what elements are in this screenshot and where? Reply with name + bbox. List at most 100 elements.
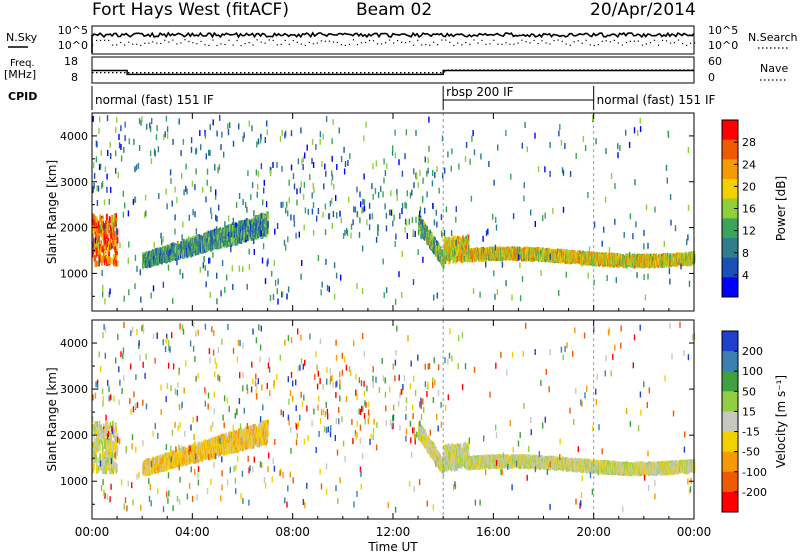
power-echo-cell <box>454 235 457 242</box>
power-echo-cell <box>93 220 96 227</box>
noise-search-dot <box>376 43 379 45</box>
power-scatter-cell <box>526 146 528 153</box>
power-echo-cell <box>157 259 160 266</box>
power-echo-cell <box>265 211 268 218</box>
power-scatter-cell <box>419 210 421 217</box>
noise-search-dot <box>409 41 411 43</box>
noise-search-dot <box>348 43 351 45</box>
freq-trace <box>92 69 694 76</box>
power-echo-cell <box>101 243 103 250</box>
power-echo-cell <box>108 240 111 247</box>
noise-search-dot <box>280 43 282 45</box>
power-scatter-cell <box>309 174 311 180</box>
noise-search-dot <box>236 39 238 41</box>
power-echo-cell <box>424 232 427 239</box>
noise-search-dot <box>212 39 214 41</box>
power-echo-cell <box>233 237 236 244</box>
power-echo-cell <box>641 262 644 269</box>
power-scatter-cell <box>311 208 314 215</box>
power-echo-cell <box>116 245 119 252</box>
power-scatter-cell <box>117 172 119 179</box>
noise-search-dot <box>621 44 623 46</box>
power-echo-cell <box>112 221 115 228</box>
power-echo-cell <box>596 259 599 266</box>
noise-search-dot <box>509 43 511 45</box>
power-echo-cell <box>110 224 112 231</box>
power-echo-cell <box>235 222 237 229</box>
power-scatter-cell <box>188 214 190 221</box>
noise-search-dot <box>312 43 314 45</box>
power-scatter-cell <box>424 207 426 214</box>
power-scatter-cell <box>512 213 515 220</box>
power-echo-cell <box>549 248 551 255</box>
power-echo-cell <box>101 259 103 266</box>
noise-search-dot <box>204 44 206 46</box>
noise-search-dot <box>589 44 591 46</box>
noise-search-dot <box>108 39 110 41</box>
noise-search-dot <box>184 39 186 41</box>
power-echo-cell <box>426 229 428 236</box>
power-echo-cell <box>93 214 95 221</box>
power-echo-cell <box>261 216 263 223</box>
power-scatter-cell <box>166 133 169 140</box>
power-scatter-cell <box>521 142 523 149</box>
noise-search-dot <box>328 40 330 42</box>
power-echo-cell <box>256 219 258 226</box>
noise-search-dot <box>401 41 403 43</box>
power-scatter-cell <box>287 286 290 293</box>
power-echo-cell <box>452 236 455 243</box>
power-scatter-cell <box>604 196 607 203</box>
noise-search-dot <box>272 39 274 41</box>
noise-right-tick-top: 10^5 <box>708 24 738 37</box>
power-scatter-cell <box>181 234 183 241</box>
power-scatter-cell <box>372 163 374 170</box>
noise-search-dot <box>216 44 218 47</box>
noise-search-dot <box>505 42 507 44</box>
power-echo-cell <box>102 244 105 251</box>
power-scatter-cell <box>106 173 108 180</box>
noise-search-dot <box>96 39 98 42</box>
noise-search-dot <box>421 44 423 46</box>
noise-search-dot <box>148 42 150 44</box>
power-echo-cell <box>238 220 240 227</box>
power-echo-cell <box>196 243 199 250</box>
power-scatter-cell <box>303 182 306 188</box>
power-echo-cell <box>228 231 230 238</box>
power-scatter-cell <box>377 191 380 198</box>
freq-tick-top: 18 <box>64 55 78 68</box>
power-scatter-cell <box>283 239 286 246</box>
power-echo-cell <box>229 230 232 237</box>
power-echo-cell <box>446 255 449 262</box>
noise-search-dot <box>240 45 242 47</box>
noise-search-dot <box>489 43 491 45</box>
power-echo-cell <box>107 248 109 255</box>
noise-search-dot <box>381 43 383 45</box>
power-echo-cell <box>450 254 452 261</box>
power-echo-cell <box>250 220 252 227</box>
power-echo-cell <box>101 234 104 241</box>
power-echo-cell <box>169 244 171 250</box>
noise-search-dot <box>641 44 643 46</box>
power-echo-cell <box>104 228 107 235</box>
power-scatter-cell <box>164 246 167 253</box>
power-echo-cell <box>495 246 498 253</box>
power-echo-cell <box>445 250 447 257</box>
power-scatter-cell <box>562 206 565 213</box>
power-scatter-cell <box>401 292 403 298</box>
noise-search-dot <box>629 40 631 42</box>
power-scatter-cell <box>453 248 456 255</box>
power-echo-cell <box>99 248 102 255</box>
power-scatter-cell <box>614 218 616 225</box>
power-scatter-cell <box>311 157 313 164</box>
power-scatter-cell <box>190 251 192 258</box>
power-echo-cell <box>630 261 633 268</box>
power-scatter-cell <box>276 161 278 168</box>
power-scatter-cell <box>344 161 347 168</box>
noise-search-dots <box>92 39 696 47</box>
date-label: 20/Apr/2014 <box>590 0 696 20</box>
power-scatter-cell <box>625 129 627 136</box>
power-echo-cell <box>104 259 106 266</box>
power-scatter-cell <box>92 241 94 248</box>
power-echo-cell <box>115 233 117 240</box>
power-echo-cell <box>111 215 114 222</box>
